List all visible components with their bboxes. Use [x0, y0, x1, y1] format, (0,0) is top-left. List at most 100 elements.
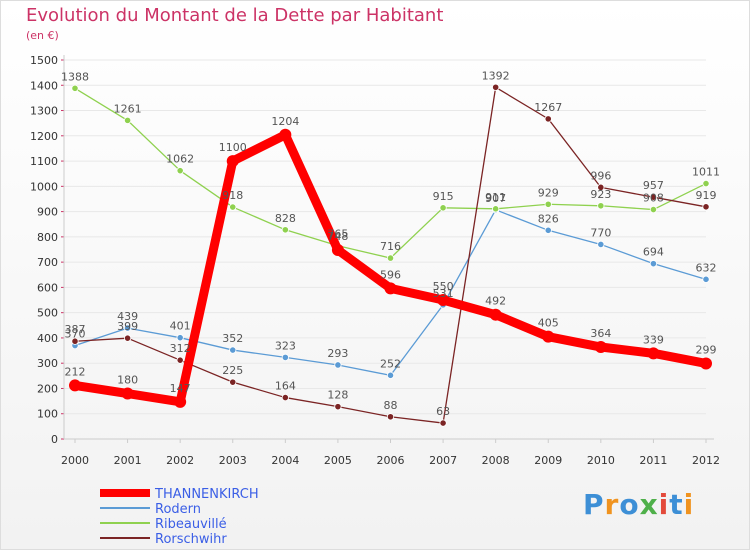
data-point	[597, 240, 605, 249]
data-labels: 3704394013523232932525319078267706946321…	[61, 69, 720, 418]
data-label: 1392	[482, 69, 510, 82]
data-point	[647, 347, 660, 360]
data-point	[649, 205, 658, 214]
data-label: 770	[590, 226, 611, 239]
y-tick-label: 100	[37, 408, 58, 421]
data-point	[386, 254, 395, 262]
data-label: 364	[590, 327, 611, 340]
x-tick-label: 2011	[639, 454, 667, 467]
data-point	[597, 202, 605, 210]
data-point	[649, 193, 658, 201]
data-label: 923	[590, 188, 611, 201]
data-label: 252	[380, 357, 401, 370]
proxiti-logo: Proxiti	[583, 488, 694, 521]
data-label: 748	[327, 230, 348, 243]
y-tick-label: 1300	[30, 105, 58, 118]
data-point	[229, 346, 237, 354]
logo-letter: P	[583, 488, 605, 521]
data-label: 826	[538, 212, 559, 225]
data-point	[281, 226, 289, 234]
y-tick-label: 1200	[30, 130, 58, 143]
logo-letter: i	[658, 488, 670, 521]
data-label: 88	[384, 399, 398, 412]
data-label: 550	[433, 280, 454, 293]
chart-title: Evolution du Montant de la Dette par Hab…	[26, 5, 444, 26]
series-lines	[69, 83, 712, 427]
x-tick-label: 2001	[114, 454, 142, 467]
data-point	[71, 84, 79, 92]
data-label: 531	[433, 287, 454, 300]
data-point	[386, 371, 395, 379]
y-tick-label: 900	[37, 206, 58, 219]
logo-letter: r	[604, 488, 620, 521]
data-point	[386, 413, 395, 421]
logo-letter: x	[639, 488, 659, 521]
data-label: 1388	[61, 70, 89, 83]
data-point	[384, 282, 397, 295]
data-label: 908	[643, 192, 664, 205]
logo-letter: i	[683, 488, 695, 521]
chart-unit: (en €)	[26, 29, 59, 42]
data-point	[702, 179, 710, 188]
data-label: 996	[590, 169, 611, 182]
data-label: 312	[170, 342, 191, 355]
series-line	[74, 87, 707, 259]
data-label: 632	[696, 261, 717, 274]
x-tick-label: 2006	[377, 454, 405, 467]
data-point	[489, 308, 502, 321]
data-label: 1261	[114, 102, 142, 115]
data-label: 293	[327, 347, 348, 360]
data-point	[123, 324, 132, 332]
logo-letter: t	[669, 488, 684, 521]
legend-label: Rorschwihr	[155, 532, 227, 547]
data-label: 147	[170, 382, 191, 395]
x-tick-label: 2008	[482, 454, 510, 467]
data-point	[700, 357, 712, 370]
data-point	[544, 226, 552, 234]
legend-label: THANNENKIRCH	[154, 487, 259, 502]
data-point	[492, 205, 500, 213]
y-tick-label: 300	[37, 357, 58, 370]
legend-label: Rodern	[155, 502, 201, 517]
data-point	[121, 387, 134, 400]
data-point	[281, 393, 289, 402]
data-label: 911	[485, 191, 506, 204]
data-label: 929	[538, 186, 559, 199]
data-label: 919	[696, 189, 717, 202]
data-point	[437, 294, 450, 307]
data-label: 128	[327, 389, 348, 402]
x-tick-label: 2000	[61, 454, 89, 467]
data-label: 63	[436, 405, 450, 418]
x-tick-label: 2003	[219, 454, 247, 467]
data-label: 915	[433, 190, 454, 203]
data-label: 352	[222, 332, 243, 345]
y-tick-label: 1500	[30, 54, 58, 67]
x-tick-label: 2005	[324, 454, 352, 467]
data-point	[176, 334, 184, 342]
data-point	[123, 334, 132, 342]
y-tick-label: 1400	[30, 79, 58, 92]
data-point	[279, 128, 292, 141]
data-point	[334, 361, 342, 369]
data-point	[439, 204, 447, 212]
data-label: 323	[275, 339, 296, 352]
x-tick-label: 2012	[692, 454, 720, 467]
data-label: 405	[538, 317, 559, 330]
data-label: 439	[117, 310, 138, 323]
data-point	[331, 244, 344, 257]
data-label: 1204	[271, 115, 299, 128]
y-tick-label: 600	[37, 281, 58, 294]
data-point	[492, 83, 500, 91]
data-label: 225	[222, 364, 243, 377]
y-tick-label: 500	[37, 307, 58, 320]
data-point	[702, 203, 710, 211]
y-tick-label: 800	[37, 231, 58, 244]
data-point	[597, 183, 605, 191]
data-point	[71, 337, 79, 345]
data-label: 212	[65, 365, 86, 378]
y-tick-label: 0	[51, 433, 58, 446]
data-point	[123, 116, 132, 124]
data-label: 907	[485, 192, 506, 205]
legend-label: Ribeauvillé	[155, 517, 227, 532]
